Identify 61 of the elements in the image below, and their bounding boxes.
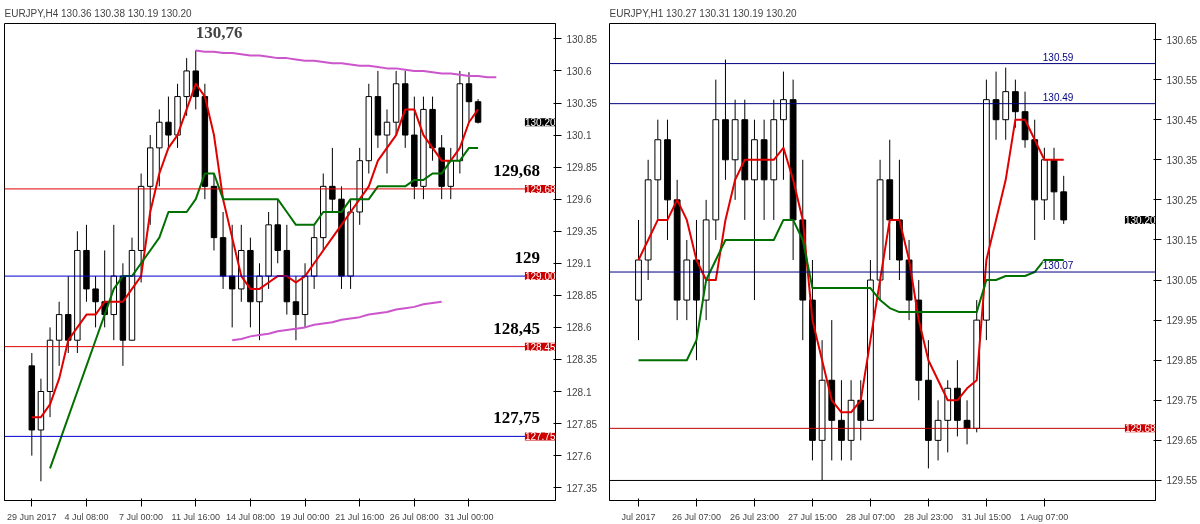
annotation: 129.00 — [524, 271, 556, 283]
x-tick-label: 31 Jul 15:00 — [961, 511, 1011, 522]
y-tick-label: 128.6 — [566, 322, 592, 334]
x-tick-label: 11 Jul 16:00 — [171, 511, 220, 522]
ref-line-label: 130.59 — [1042, 51, 1074, 63]
y-tick-label: 127.85 — [566, 418, 598, 430]
y-tick-label: 130.55 — [1166, 74, 1198, 86]
y-tick-label: 128.35 — [566, 354, 598, 366]
y-tick-label: 130.35 — [1166, 154, 1198, 166]
x-tick-label: 14 Jul 08:00 — [225, 511, 275, 522]
y-tick-label: 130.6 — [566, 65, 592, 77]
x-tick-label: 19 Jul 00:00 — [280, 511, 330, 522]
annotation: 130.20 — [1124, 214, 1156, 226]
y-tick-label: 128.1 — [566, 386, 592, 398]
y-tick-label: 129.35 — [566, 226, 598, 238]
y-tick-label: 129.85 — [566, 162, 598, 174]
x-tick-label: 28 Jul 07:00 — [845, 511, 895, 522]
ref-line-label: 130.07 — [1042, 260, 1074, 272]
y-tick-label: 129.55 — [1166, 475, 1198, 487]
x-tick-label: 1 Aug 07:00 — [1020, 511, 1069, 522]
annotation: 129.68 — [524, 183, 556, 195]
annotation: 130.20 — [524, 117, 556, 129]
chart-title: EURJPY,H1 130.27 130.31 130.19 130.20 — [609, 7, 798, 19]
ref-line-label: 129 — [514, 248, 541, 268]
y-tick-label: 130.25 — [1166, 194, 1198, 206]
x-tick-label: 26 Jul 07:00 — [671, 511, 721, 522]
x-tick-label: 26 Jul 08:00 — [389, 511, 439, 522]
y-tick-label: 129.85 — [1166, 355, 1198, 367]
ref-line-label: 127,75 — [493, 408, 541, 428]
y-tick-label: 130.45 — [1166, 114, 1198, 126]
y-tick-label: 129.1 — [566, 258, 592, 270]
annotation: 128.45 — [524, 341, 556, 353]
y-tick-label: 130.65 — [1166, 34, 1198, 46]
x-tick-label: 31 Jul 00:00 — [444, 511, 494, 522]
ref-line-label: 128,45 — [493, 318, 541, 338]
annotation: 129.68 — [1124, 423, 1156, 435]
chart-title: EURJPY,H4 130.36 130.38 130.19 130.20 — [4, 7, 193, 19]
y-tick-label: 130.1 — [566, 130, 592, 142]
y-tick-label: 128.85 — [566, 290, 598, 302]
y-tick-label: 130.15 — [1166, 234, 1198, 246]
x-tick-label: 28 Jul 23:00 — [903, 511, 953, 522]
x-tick-label: 4 Jul 08:00 — [64, 511, 109, 522]
y-tick-label: 130.85 — [566, 33, 598, 45]
y-tick-label: 129.75 — [1166, 395, 1198, 407]
y-tick-label: 129.95 — [1166, 315, 1198, 327]
x-tick-label: 21 Jul 16:00 — [335, 511, 385, 522]
y-tick-label: 130.35 — [566, 98, 598, 109]
y-tick-label: 130.05 — [1166, 275, 1198, 287]
x-tick-label: 29 Jun 2017 — [7, 511, 57, 522]
x-tick-label: 27 Jul 15:00 — [787, 511, 837, 522]
y-tick-label: 127.6 — [566, 450, 592, 462]
annotation: 127.75 — [524, 431, 556, 443]
annotation: 130,76 — [195, 23, 243, 43]
x-tick-label: 26 Jul 23:00 — [729, 511, 779, 522]
x-tick-label: Jul 2017 — [621, 511, 656, 522]
ref-line-label: 130.49 — [1042, 91, 1074, 103]
ref-line-label: 129,68 — [493, 160, 541, 180]
y-tick-label: 129.6 — [566, 194, 592, 206]
x-tick-label: 7 Jul 00:00 — [119, 511, 164, 522]
y-tick-label: 129.65 — [1166, 435, 1198, 447]
y-tick-label: 127.35 — [566, 482, 598, 494]
